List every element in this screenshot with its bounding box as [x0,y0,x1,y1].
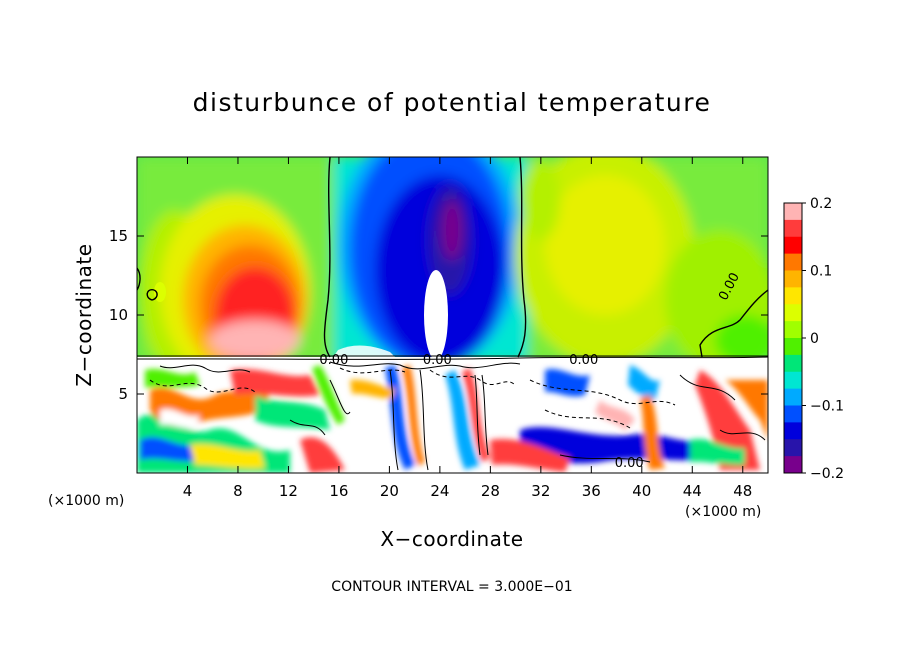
colorbar-swatch [784,203,802,221]
x-tick-label: 24 [430,482,449,500]
colorbar-swatch [784,287,802,305]
contour-interval-note: CONTOUR INTERVAL = 3.000E−01 [331,579,572,595]
colorbar-swatch [784,422,802,440]
colorbar-swatch [784,371,802,390]
x-tick-label: 20 [380,482,399,500]
zero-contours [137,157,768,358]
colorbar-swatch [784,456,802,474]
x-tick-label: 48 [733,482,752,500]
y-tick-label: 15 [109,227,128,245]
colorbar [783,202,803,474]
colorbar-swatch [784,338,802,356]
colorbar-tick-label: 0.2 [810,196,832,212]
x-tick-label: 4 [183,482,193,500]
contour-label: 0.00 [569,353,598,368]
y-tick-label: 10 [109,306,128,324]
colorbar-swatch [784,321,802,339]
colorbar-labels: 0.2 0.1 0 −0.1 −0.2 [802,196,844,482]
contour-labels: 0.00 0.00 0.000.000.00 [319,270,743,470]
x-tick-label: 8 [233,482,243,500]
contour-label: 0.00 [319,353,348,368]
y-axis-title: Z−coordinate [72,243,96,386]
colorbar-swatch [784,304,802,322]
contour-label: 0.00 [615,456,644,471]
x-tick-label: 32 [531,482,550,500]
y-axis: 5 10 15 [109,227,768,403]
colorbar-swatch [784,388,802,406]
x-tick-label: 36 [582,482,601,500]
x-axis-title: X−coordinate [380,527,523,551]
x-tick-label: 44 [683,482,702,500]
y-tick-label: 5 [118,385,128,403]
x-unit-right: (×1000 m) [685,504,761,520]
x-tick-label: 40 [632,482,651,500]
colorbar-swatch [784,236,802,255]
colorbar-swatch [784,253,802,271]
x-axis: 4 8 12 16 20 24 28 32 36 40 44 48 [183,157,752,500]
contour-label: 0.00 [423,353,452,368]
colorbar-tick-label: −0.2 [810,466,844,482]
inversion-contours [137,355,768,471]
colorbar-tick-label: −0.1 [810,399,844,415]
colorbar-swatch [784,270,802,288]
colorbar-swatch [784,354,802,373]
colorbar-swatch [784,439,802,457]
colorbar-swatch [784,219,802,238]
lower-layer-field [137,355,768,473]
x-tick-label: 12 [279,482,298,500]
plot-area: 0.00 0.00 0.000.000.00 [137,157,768,473]
x-unit-left: (×1000 m) [48,493,124,509]
colorbar-tick-label: 0.1 [810,264,832,280]
x-tick-label: 28 [481,482,500,500]
colorbar-swatch [784,405,802,423]
chart-title: disturbunce of potential temperature [193,88,712,117]
x-tick-label: 16 [329,482,348,500]
colorbar-tick-label: 0 [810,331,819,347]
upper-layer-field [137,157,768,385]
